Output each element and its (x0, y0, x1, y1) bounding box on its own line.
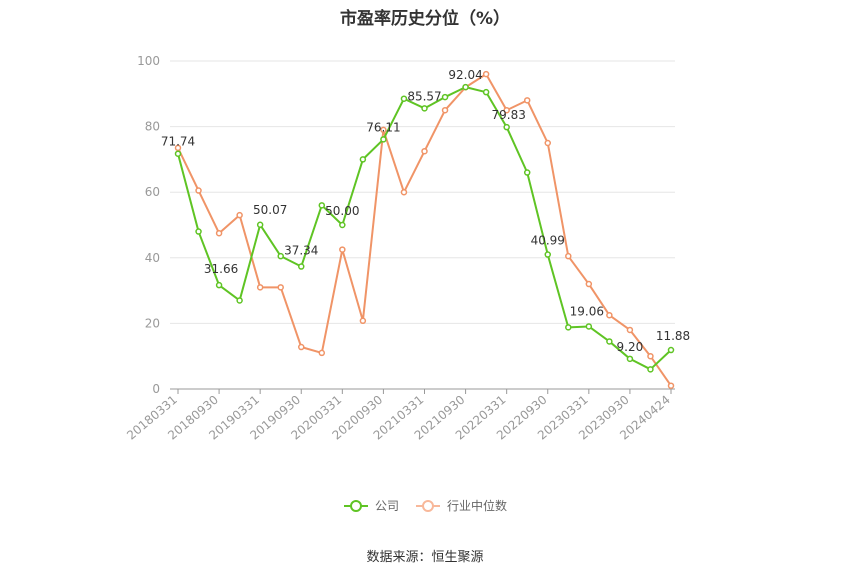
data-label: 50.07 (253, 203, 287, 217)
data-point (606, 338, 613, 345)
data-label: 79.83 (491, 108, 525, 122)
data-point (667, 346, 675, 354)
data-point (195, 228, 202, 235)
data-point (298, 343, 305, 351)
data-point (523, 169, 531, 176)
data-point (482, 70, 490, 78)
data-point (441, 106, 449, 114)
data-point (339, 221, 346, 229)
data-point (503, 123, 510, 131)
data-label: 40.99 (531, 234, 565, 248)
data-point (195, 187, 202, 194)
legend-label-industry-median: 行业中位数 (447, 499, 508, 513)
data-point (298, 263, 305, 270)
data-label: 9.20 (617, 340, 644, 354)
data-label: 76.11 (366, 120, 400, 134)
data-point (277, 252, 284, 260)
data-label: 31.66 (204, 262, 238, 276)
data-point (421, 147, 428, 155)
data-point (523, 97, 531, 104)
data-point (215, 229, 223, 237)
data-point (503, 106, 510, 114)
data-point (256, 284, 264, 291)
data-label: 85.57 (407, 89, 441, 103)
data-point (236, 211, 243, 219)
y-tick-label: 40 (145, 251, 160, 265)
y-tick-label: 60 (145, 185, 160, 199)
data-point (359, 156, 367, 163)
data-point (626, 326, 634, 334)
data-source: 数据来源：恒生聚源 (366, 550, 484, 565)
legend: 公司 行业中位数 (0, 497, 850, 514)
y-axis: 0 20 40 60 80 100 (137, 54, 160, 396)
data-point (380, 126, 387, 134)
data-label: 71.74 (161, 135, 195, 149)
y-tick-label: 20 (145, 316, 160, 330)
data-label: 19.06 (570, 304, 604, 318)
data-point (400, 188, 408, 196)
data-point (565, 252, 572, 260)
data-point (380, 136, 387, 143)
data-label: 11.88 (656, 329, 690, 343)
data-point (482, 88, 490, 96)
grid-lines (170, 60, 675, 324)
data-point (626, 355, 634, 363)
y-tick-label: 0 (152, 382, 160, 396)
data-point (359, 317, 367, 325)
x-axis: 2018033120180930201903312019093020200331… (124, 388, 675, 443)
data-point (277, 284, 284, 291)
series-line-1 (177, 73, 672, 387)
data-point (256, 221, 264, 229)
y-tick-label: 80 (145, 120, 160, 134)
data-label: 37.34 (284, 244, 318, 258)
data-point (215, 281, 223, 289)
data-point (565, 324, 572, 331)
y-tick-label: 100 (137, 54, 160, 68)
series-line-0 (177, 86, 672, 371)
data-point (441, 93, 449, 101)
data-point (318, 202, 326, 209)
data-point (544, 139, 551, 147)
data-point (174, 150, 182, 157)
data-point (606, 311, 613, 319)
data-point (667, 382, 675, 389)
data-point (585, 280, 593, 288)
legend-item-industry-median[interactable]: 行业中位数 (415, 497, 507, 514)
series-points (174, 70, 675, 389)
chart-title: 市盈率历史分位（%） (339, 9, 511, 29)
data-labels: 71.74 31.66 50.07 37.34 50.00 76.11 85.57 92.04… (161, 68, 690, 354)
data-point (236, 297, 243, 304)
data-point (421, 105, 428, 112)
data-point (174, 144, 182, 152)
data-point (400, 95, 408, 102)
data-point (462, 83, 469, 91)
data-label: 50.00 (325, 204, 359, 218)
legend-label-company: 公司 (374, 499, 399, 513)
data-point (585, 323, 593, 330)
legend-item-company[interactable]: 公司 (343, 497, 399, 514)
data-point (318, 349, 326, 357)
data-point (339, 246, 346, 253)
data-point (647, 366, 654, 373)
data-point (544, 251, 551, 258)
legend-marker-company (343, 499, 368, 512)
legend-marker-industry-median (416, 499, 440, 512)
data-point (647, 352, 654, 360)
series-lines (177, 73, 672, 387)
data-label: 92.04 (448, 68, 482, 82)
